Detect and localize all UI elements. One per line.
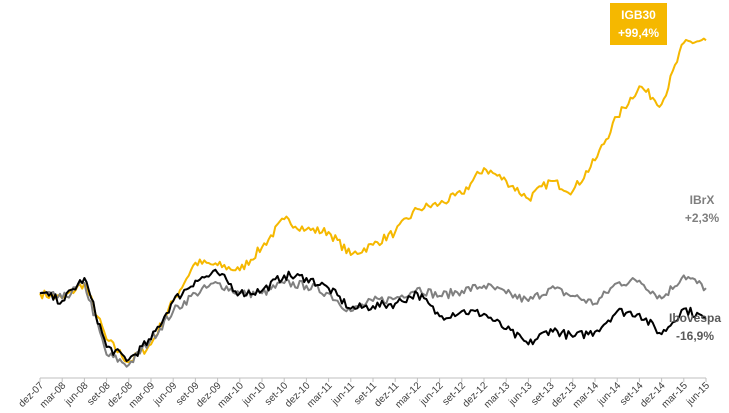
x-tick-label: jun-13 xyxy=(506,380,534,408)
igb30-label-box xyxy=(610,3,667,45)
x-tick-label: jun-14 xyxy=(595,380,623,408)
x-tick-label: mar-09 xyxy=(127,380,157,410)
x-tick-label: jun-11 xyxy=(329,380,357,408)
x-tick-label: jun-12 xyxy=(418,380,446,408)
x-tick-label: jun-08 xyxy=(62,380,90,408)
x-tick-label: mar-15 xyxy=(660,380,690,410)
ibovespa-change-label: -16,9% xyxy=(676,329,714,343)
series-line-ibovespa xyxy=(39,268,707,362)
igb30-change-label: +99,4% xyxy=(618,26,659,40)
x-axis-ticks: dez-07mar-08jun-08set-08dez-08mar-09jun-… xyxy=(17,378,712,411)
ibrx-change-label: +2,3% xyxy=(685,211,720,225)
x-tick-label: mar-11 xyxy=(305,380,335,410)
x-tick-label: mar-13 xyxy=(482,380,512,410)
ibovespa-name-label: Ibovespa xyxy=(669,311,721,325)
x-tick-label: mar-10 xyxy=(216,380,246,410)
end-labels: IGB30 +99,4% IBrX +2,3% Ibovespa -16,9% xyxy=(610,3,721,343)
series-line-ibrx xyxy=(39,274,707,368)
x-tick-label: jun-15 xyxy=(684,380,712,408)
series-line-igb30 xyxy=(39,37,707,364)
x-tick-label: mar-08 xyxy=(38,380,68,410)
x-tick-label: jun-10 xyxy=(240,380,268,408)
x-tick-label: mar-14 xyxy=(571,380,601,410)
x-tick-label: mar-12 xyxy=(393,380,423,410)
ibrx-name-label: IBrX xyxy=(690,193,715,207)
x-tick-label: jun-09 xyxy=(151,380,179,408)
igb30-name-label: IGB30 xyxy=(621,8,656,22)
plot-area xyxy=(39,37,707,368)
